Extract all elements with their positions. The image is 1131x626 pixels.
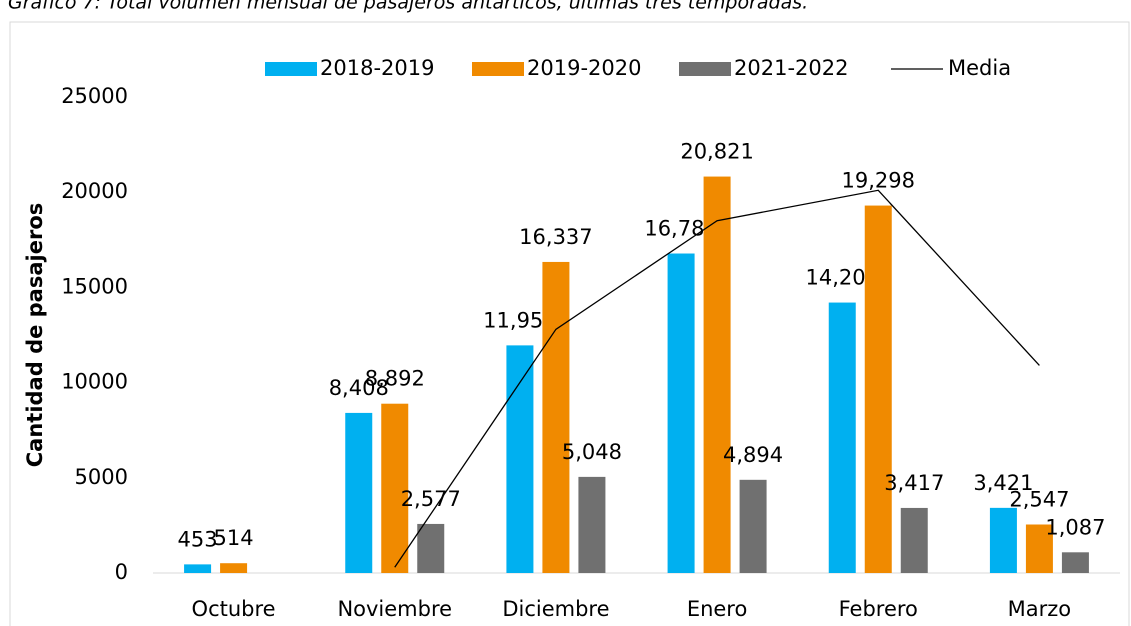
legend-swatch xyxy=(265,62,317,76)
data-label: 8,408 xyxy=(329,376,389,400)
bar xyxy=(417,523,445,573)
bar xyxy=(506,345,534,573)
data-label: 1,087 xyxy=(1045,515,1105,539)
data-label: 514 xyxy=(214,526,254,550)
data-label: 453 xyxy=(178,527,218,551)
data-label: 19,298 xyxy=(842,169,915,193)
legend-label: 2018-2019 xyxy=(320,56,434,80)
x-tick-label: Marzo xyxy=(1008,597,1072,621)
y-tick-label: 20000 xyxy=(61,179,128,203)
chart-title: Gráfico 7: Total volumen mensual de pasa… xyxy=(8,0,808,14)
legend-swatch xyxy=(472,62,524,76)
bar xyxy=(220,563,248,573)
data-label: 3,417 xyxy=(884,471,944,495)
legend-label: Media xyxy=(948,56,1011,80)
x-tick-label: Noviembre xyxy=(337,597,452,621)
y-tick-label: 25000 xyxy=(61,84,128,108)
y-tick-label: 0 xyxy=(115,560,128,584)
chart-frame xyxy=(9,21,1130,626)
data-label: 2,577 xyxy=(401,487,461,511)
data-label: 5,048 xyxy=(562,440,622,464)
y-tick-label: 15000 xyxy=(61,274,128,298)
bar xyxy=(184,564,212,573)
x-tick-label: Enero xyxy=(687,597,748,621)
data-label: 4,894 xyxy=(723,443,783,467)
bar xyxy=(864,205,892,573)
legend-label: 2021-2022 xyxy=(734,56,848,80)
bar xyxy=(381,403,409,573)
data-label: 3,421 xyxy=(973,471,1033,495)
x-tick-label: Febrero xyxy=(839,597,918,621)
x-tick-label: Octubre xyxy=(192,597,276,621)
bar xyxy=(578,476,606,573)
legend-label: 2019-2020 xyxy=(527,56,641,80)
data-label: 8,892 xyxy=(365,367,425,391)
bar xyxy=(345,412,373,573)
data-label: 16,337 xyxy=(519,225,592,249)
bar xyxy=(1061,552,1089,573)
bar xyxy=(667,253,695,574)
bar xyxy=(703,176,731,573)
x-tick-label: Diciembre xyxy=(502,597,609,621)
y-axis-label: Cantidad de pasajeros xyxy=(23,203,47,468)
legend-swatch xyxy=(679,62,731,76)
y-tick-label: 5000 xyxy=(75,465,128,489)
bar xyxy=(900,507,928,573)
bar xyxy=(828,302,856,573)
y-tick-label: 10000 xyxy=(61,370,128,394)
data-label: 2,547 xyxy=(1009,488,1069,512)
bar xyxy=(1025,524,1053,573)
line xyxy=(394,189,1040,568)
bar xyxy=(542,261,570,573)
bar xyxy=(739,479,767,573)
data-label: 20,821 xyxy=(680,140,753,164)
bar xyxy=(989,507,1017,573)
